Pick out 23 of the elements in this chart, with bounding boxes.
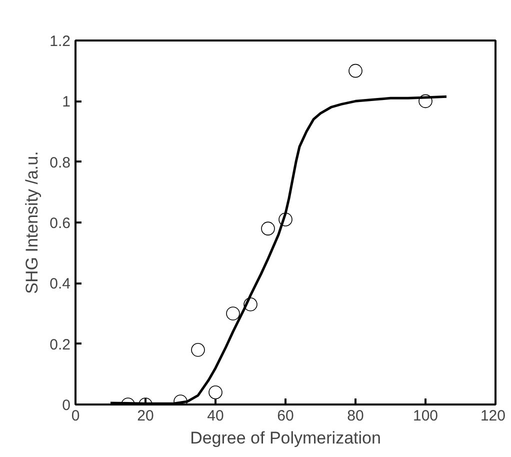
point xyxy=(278,212,292,226)
x-tick-label: 120 xyxy=(480,408,506,424)
point xyxy=(418,94,432,108)
y-tick-label: 0.6 xyxy=(50,215,71,232)
x-tick-label: 100 xyxy=(412,408,438,424)
x-tick-label: 60 xyxy=(277,408,294,424)
y-tick-label: 0.8 xyxy=(50,154,71,172)
y-tick-label: 0.2 xyxy=(50,336,71,354)
y-tick-label: 1 xyxy=(62,94,70,111)
point xyxy=(208,385,222,400)
point xyxy=(348,64,362,78)
x-tick-label: 40 xyxy=(207,408,224,424)
y-tick-label: 1.2 xyxy=(50,33,71,50)
y-tick-label: 0.4 xyxy=(50,276,71,293)
point xyxy=(244,298,258,312)
y-tick-label: 0 xyxy=(62,397,70,414)
point xyxy=(191,343,205,357)
point xyxy=(226,306,240,320)
point xyxy=(261,222,275,236)
x-axis-title: Degree of Polymerization xyxy=(190,428,381,448)
x-tick-label: 20 xyxy=(137,408,154,424)
x-tick-label: 80 xyxy=(347,408,364,424)
y-axis-title: SHG Intensity /a.u. xyxy=(22,151,42,294)
